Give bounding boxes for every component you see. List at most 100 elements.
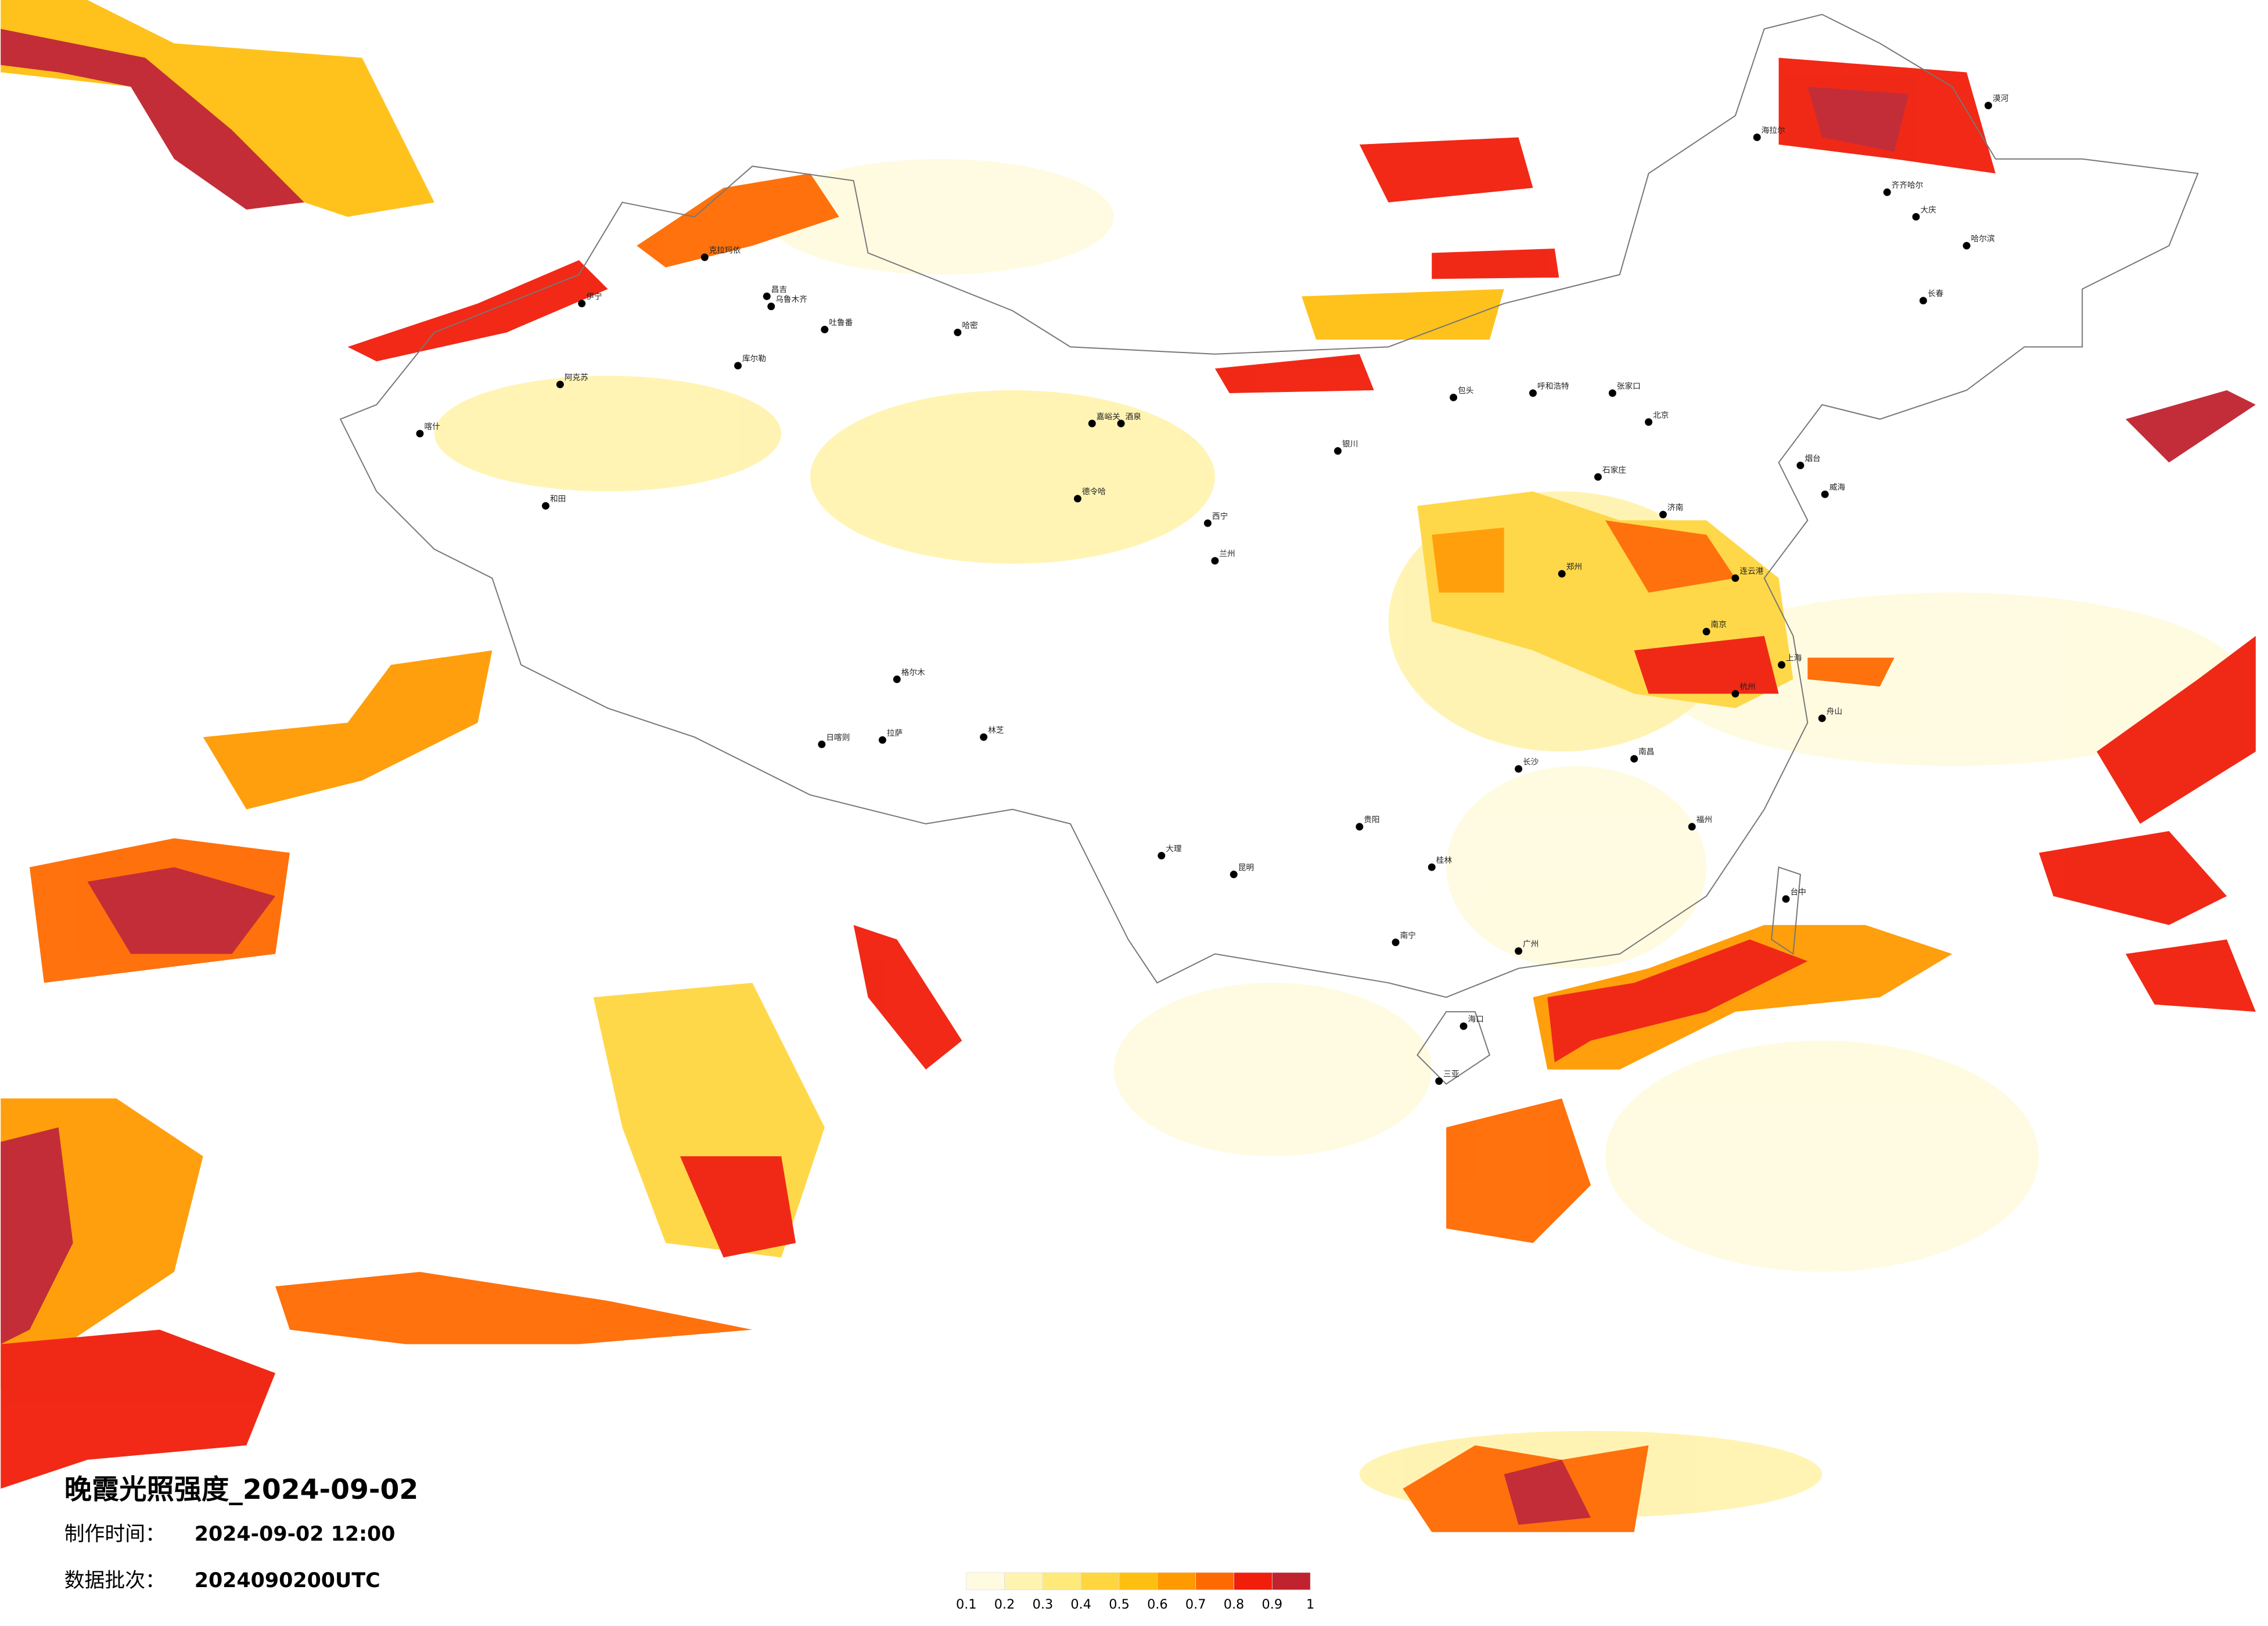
- city-dot: [1515, 765, 1523, 773]
- city-label: 福州: [1696, 815, 1712, 825]
- city-label: 阿克苏: [565, 373, 588, 383]
- city-label: 格尔木: [901, 668, 925, 677]
- heat-patch: [1214, 354, 1374, 393]
- city-dot: [578, 300, 586, 308]
- city-label: 连云港: [1739, 567, 1763, 576]
- city-label: 郑州: [1566, 563, 1582, 572]
- city-label: 哈尔滨: [1971, 235, 1995, 244]
- city-label: 德令哈: [1082, 487, 1106, 497]
- city-label: 张家口: [1617, 382, 1641, 391]
- heat-patch: [1302, 289, 1504, 340]
- city-dot: [1529, 389, 1537, 397]
- heat-patch: [1547, 939, 1808, 1063]
- city-label: 大庆: [1920, 206, 1936, 215]
- heat-patch: [1446, 766, 1707, 969]
- city-label: 大理: [1166, 844, 1182, 854]
- heat-patch: [203, 650, 493, 810]
- city-label: 拉萨: [887, 729, 903, 738]
- city-label: 南京: [1711, 620, 1727, 629]
- city-dot: [818, 740, 826, 749]
- city-dot: [1731, 690, 1739, 698]
- heat-patch: [2125, 939, 2256, 1012]
- made-value: 2024-09-02 12:00: [195, 1523, 396, 1546]
- city-label: 克拉玛依: [709, 246, 741, 256]
- city-dot: [1356, 823, 1364, 831]
- city-dot: [1203, 519, 1212, 527]
- city-label: 伊宁: [586, 292, 602, 301]
- city-label: 哈密: [962, 321, 978, 330]
- city-dot: [556, 380, 564, 388]
- city-label: 北京: [1653, 411, 1669, 420]
- heat-patch: [637, 173, 839, 268]
- city-dot: [1818, 714, 1826, 722]
- city-dot: [1558, 570, 1566, 578]
- legend-swatch: [1234, 1572, 1273, 1591]
- heat-patch: [1, 1329, 276, 1489]
- city-dot: [1392, 938, 1400, 947]
- legend-tick-label: 0.5: [1109, 1597, 1130, 1612]
- city-label: 银川: [1342, 440, 1358, 449]
- city-label: 三亚: [1443, 1070, 1460, 1079]
- city-label: 齐齐哈尔: [1892, 181, 1924, 190]
- city-dot: [734, 362, 742, 370]
- heat-layer: [1, 0, 2256, 1533]
- city-label: 海拉尔: [1762, 126, 1785, 135]
- legend: 0.1 0.2 0.3 0.4 0.5 0.6 0.7 0.8 0.9 1: [956, 1572, 1314, 1612]
- title: 晚霞光照强度_2024-09-02: [64, 1474, 419, 1506]
- city-dot: [980, 733, 988, 741]
- city-dot: [893, 675, 901, 684]
- heat-patch: [1504, 1459, 1591, 1525]
- city-dot: [1963, 242, 1971, 250]
- city-dot: [1117, 419, 1125, 427]
- city-label: 威海: [1830, 483, 1846, 492]
- city-label: 西宁: [1212, 512, 1228, 521]
- city-dot: [700, 253, 709, 261]
- heat-patch: [680, 1156, 796, 1258]
- city-label: 兰州: [1219, 549, 1235, 559]
- city-label: 和田: [550, 495, 566, 504]
- heat-patch: [1634, 636, 1779, 694]
- city-label: 库尔勒: [742, 354, 766, 364]
- city-label: 林芝: [988, 726, 1004, 735]
- city-dot: [1450, 393, 1458, 401]
- city-label: 海口: [1468, 1015, 1483, 1024]
- legend-tick-label: 0.9: [1262, 1597, 1283, 1612]
- city-dot: [1688, 823, 1696, 831]
- city-dot: [416, 430, 424, 438]
- heat-patch: [1432, 527, 1504, 593]
- city-dot: [1158, 851, 1166, 859]
- heat-patch: [434, 376, 782, 492]
- heat-patch: [1, 28, 304, 210]
- city-label: 广州: [1523, 940, 1539, 949]
- city-label: 长沙: [1523, 758, 1539, 767]
- city-label: 杭州: [1739, 682, 1755, 692]
- city-label: 吐鲁番: [829, 318, 853, 328]
- city-dot: [821, 325, 829, 333]
- city-label: 台中: [1790, 888, 1806, 897]
- heat-patch: [1, 1127, 73, 1344]
- city-label: 嘉峪关: [1097, 412, 1120, 422]
- city-dot: [767, 303, 775, 311]
- heat-patch: [1807, 87, 1909, 152]
- city-dot: [1659, 510, 1667, 519]
- city-label: 喀什: [424, 422, 440, 431]
- city-dot: [1753, 133, 1761, 141]
- heat-patch: [1113, 983, 1432, 1157]
- heat-patch: [87, 867, 276, 954]
- city-dot: [1211, 557, 1219, 565]
- city-dot: [1230, 870, 1238, 879]
- city-dot: [1919, 297, 1927, 305]
- legend-swatch: [1157, 1572, 1196, 1591]
- city-label: 南宁: [1400, 930, 1415, 940]
- city-label: 昌吉: [771, 285, 787, 294]
- city-label: 漠河: [1993, 94, 2009, 103]
- city-label: 日喀则: [826, 733, 850, 742]
- city-dot: [1796, 461, 1805, 469]
- batch-label: 数据批次：: [64, 1569, 166, 1592]
- heat-patch: [853, 924, 962, 1070]
- batch-value: 2024090200UTC: [195, 1569, 380, 1592]
- city-dot: [1630, 755, 1638, 763]
- city-dot: [542, 502, 549, 510]
- legend-tick-label: 0.8: [1224, 1597, 1245, 1612]
